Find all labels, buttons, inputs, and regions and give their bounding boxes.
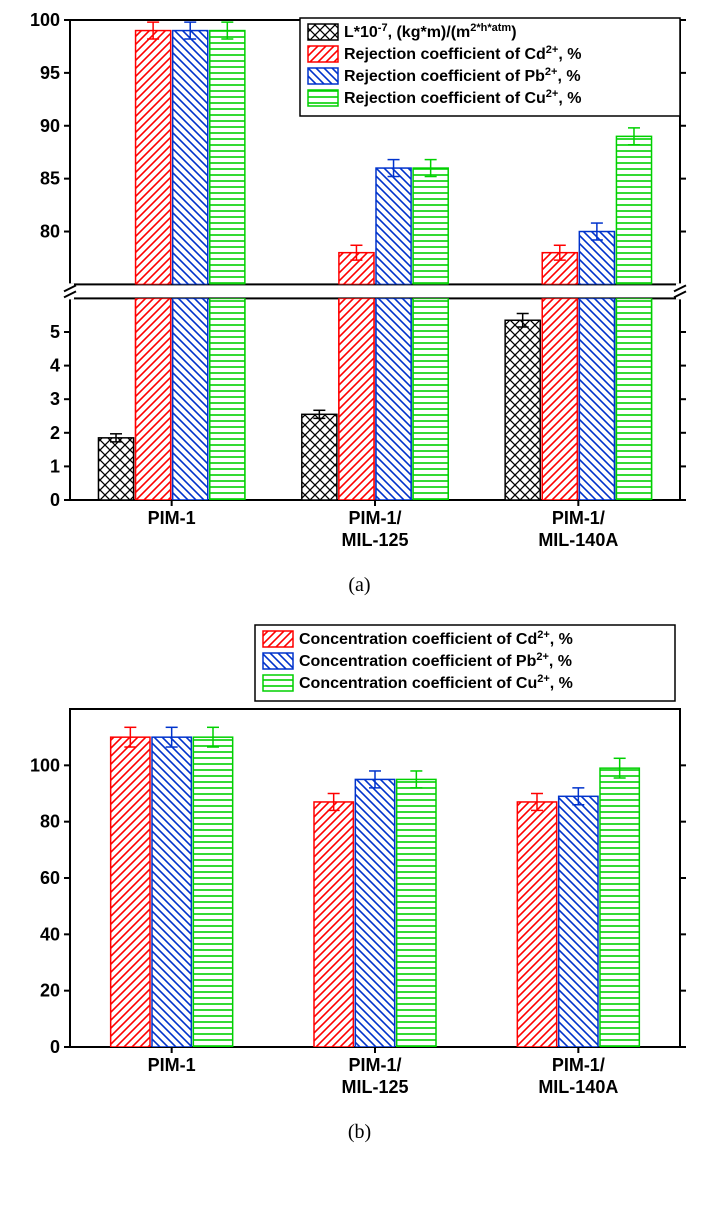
svg-text:100: 100 — [30, 10, 60, 30]
svg-text:PIM-1: PIM-1 — [148, 1055, 196, 1075]
svg-text:PIM-1/: PIM-1/ — [552, 1055, 605, 1075]
caption-a: (a) — [10, 574, 709, 597]
chart-a: 01234580859095100PIM-1PIM-1/MIL-125PIM-1… — [10, 10, 690, 570]
svg-text:PIM-1: PIM-1 — [148, 508, 196, 528]
chart-b: 020406080100PIM-1PIM-1/MIL-125PIM-1/MIL-… — [10, 617, 690, 1117]
svg-text:40: 40 — [40, 924, 60, 944]
svg-text:Concentration coefficient of P: Concentration coefficient of Pb2+, % — [299, 651, 572, 670]
svg-text:20: 20 — [40, 981, 60, 1001]
svg-text:PIM-1/: PIM-1/ — [348, 1055, 401, 1075]
svg-text:MIL-140A: MIL-140A — [538, 530, 618, 550]
svg-text:60: 60 — [40, 868, 60, 888]
svg-text:Concentration coefficient of C: Concentration coefficient of Cd2+, % — [299, 629, 573, 648]
svg-text:0: 0 — [50, 1037, 60, 1057]
svg-text:2: 2 — [50, 423, 60, 443]
svg-text:Concentration coefficient of: Concentration coefficient of Cu2+, % — [299, 673, 573, 692]
svg-text:MIL-125: MIL-125 — [341, 1077, 408, 1097]
chart-a-container: 01234580859095100PIM-1PIM-1/MIL-125PIM-1… — [10, 10, 709, 597]
svg-text:5: 5 — [50, 322, 60, 342]
svg-text:PIM-1/: PIM-1/ — [348, 508, 401, 528]
svg-text:80: 80 — [40, 222, 60, 242]
caption-b: (b) — [10, 1121, 709, 1144]
svg-text:0: 0 — [50, 490, 60, 510]
svg-text:MIL-140A: MIL-140A — [538, 1077, 618, 1097]
chart-b-container: 020406080100PIM-1PIM-1/MIL-125PIM-1/MIL-… — [10, 617, 709, 1144]
svg-text:3: 3 — [50, 389, 60, 409]
svg-text:4: 4 — [50, 356, 60, 376]
svg-text:85: 85 — [40, 169, 60, 189]
svg-text:MIL-125: MIL-125 — [341, 530, 408, 550]
svg-text:1: 1 — [50, 456, 60, 476]
svg-text:100: 100 — [30, 755, 60, 775]
svg-text:PIM-1/: PIM-1/ — [552, 508, 605, 528]
svg-text:90: 90 — [40, 116, 60, 136]
svg-text:80: 80 — [40, 812, 60, 832]
svg-text:95: 95 — [40, 63, 60, 83]
